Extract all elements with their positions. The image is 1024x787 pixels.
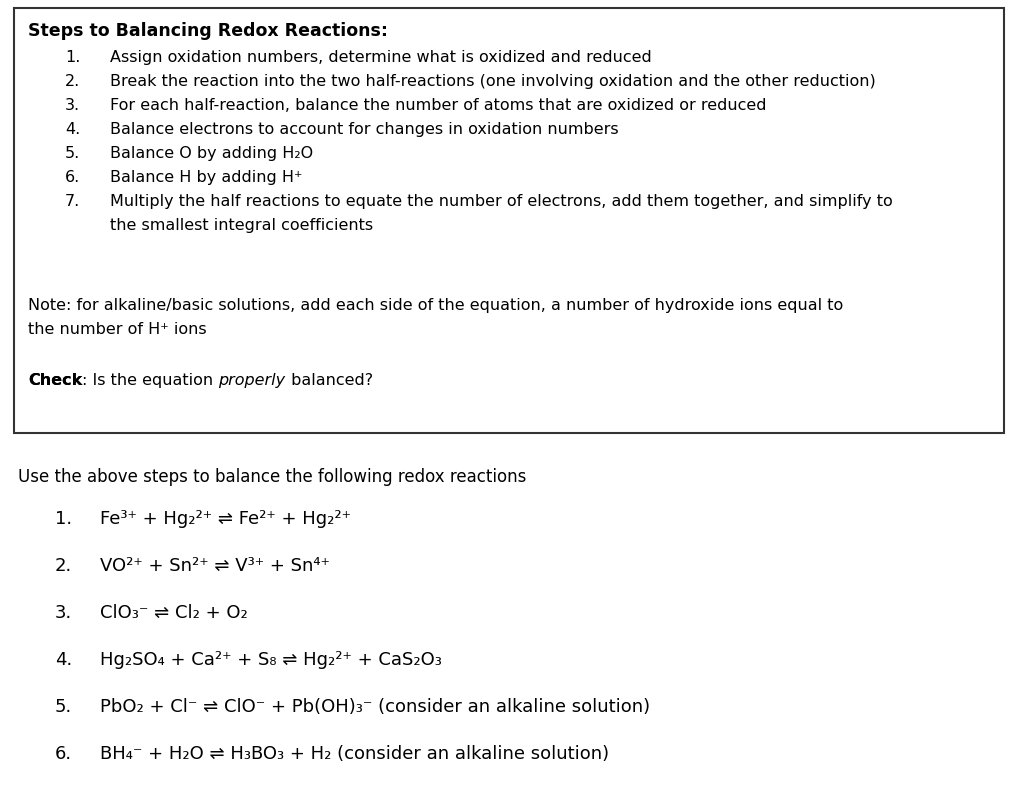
- Text: : Is the equation: : Is the equation: [82, 373, 218, 388]
- Text: VO²⁺ + Sn²⁺ ⇌ V³⁺ + Sn⁴⁺: VO²⁺ + Sn²⁺ ⇌ V³⁺ + Sn⁴⁺: [100, 557, 330, 575]
- Text: For each half-reaction, balance the number of atoms that are oxidized or reduced: For each half-reaction, balance the numb…: [110, 98, 767, 113]
- Bar: [14, 8, 1004, 433]
- Text: 3.: 3.: [55, 604, 73, 622]
- Text: the number of H⁺ ions: the number of H⁺ ions: [28, 322, 207, 337]
- Text: 5.: 5.: [65, 146, 80, 161]
- Text: Multiply the half reactions to equate the number of electrons, add them together: Multiply the half reactions to equate th…: [110, 194, 893, 209]
- Text: Check: Check: [28, 373, 82, 388]
- Text: 6.: 6.: [55, 745, 72, 763]
- Text: 3.: 3.: [65, 98, 80, 113]
- Text: Assign oxidation numbers, determine what is oxidized and reduced: Assign oxidation numbers, determine what…: [110, 50, 651, 65]
- Text: 5.: 5.: [55, 698, 73, 716]
- Text: 4.: 4.: [65, 122, 80, 137]
- Text: Balance electrons to account for changes in oxidation numbers: Balance electrons to account for changes…: [110, 122, 618, 137]
- Text: Note: for alkaline/basic solutions, add each side of the equation, a number of h: Note: for alkaline/basic solutions, add …: [28, 298, 843, 313]
- Text: Check: Check: [28, 373, 82, 388]
- Text: Balance H by adding H⁺: Balance H by adding H⁺: [110, 170, 302, 185]
- Text: balanced?: balanced?: [286, 373, 373, 388]
- Text: ClO₃⁻ ⇌ Cl₂ + O₂: ClO₃⁻ ⇌ Cl₂ + O₂: [100, 604, 248, 622]
- Text: 6.: 6.: [65, 170, 80, 185]
- Text: Use the above steps to balance the following redox reactions: Use the above steps to balance the follo…: [18, 468, 526, 486]
- Text: Balance O by adding H₂O: Balance O by adding H₂O: [110, 146, 313, 161]
- Text: Steps to Balancing Redox Reactions:: Steps to Balancing Redox Reactions:: [28, 22, 388, 40]
- Text: properly: properly: [218, 373, 286, 388]
- Text: PbO₂ + Cl⁻ ⇌ ClO⁻ + Pb(OH)₃⁻ (consider an alkaline solution): PbO₂ + Cl⁻ ⇌ ClO⁻ + Pb(OH)₃⁻ (consider a…: [100, 698, 650, 716]
- Text: 2.: 2.: [65, 74, 80, 89]
- Text: the smallest integral coefficients: the smallest integral coefficients: [110, 218, 373, 233]
- Text: 4.: 4.: [55, 651, 73, 669]
- Text: 7.: 7.: [65, 194, 80, 209]
- Text: Hg₂SO₄ + Ca²⁺ + S₈ ⇌ Hg₂²⁺ + CaS₂O₃: Hg₂SO₄ + Ca²⁺ + S₈ ⇌ Hg₂²⁺ + CaS₂O₃: [100, 651, 442, 669]
- Text: Fe³⁺ + Hg₂²⁺ ⇌ Fe²⁺ + Hg₂²⁺: Fe³⁺ + Hg₂²⁺ ⇌ Fe²⁺ + Hg₂²⁺: [100, 510, 351, 528]
- Text: 1.: 1.: [65, 50, 80, 65]
- Text: 2.: 2.: [55, 557, 73, 575]
- Text: 1.: 1.: [55, 510, 72, 528]
- Text: Break the reaction into the two half-reactions (one involving oxidation and the : Break the reaction into the two half-rea…: [110, 74, 876, 89]
- Text: BH₄⁻ + H₂O ⇌ H₃BO₃ + H₂ (consider an alkaline solution): BH₄⁻ + H₂O ⇌ H₃BO₃ + H₂ (consider an alk…: [100, 745, 609, 763]
